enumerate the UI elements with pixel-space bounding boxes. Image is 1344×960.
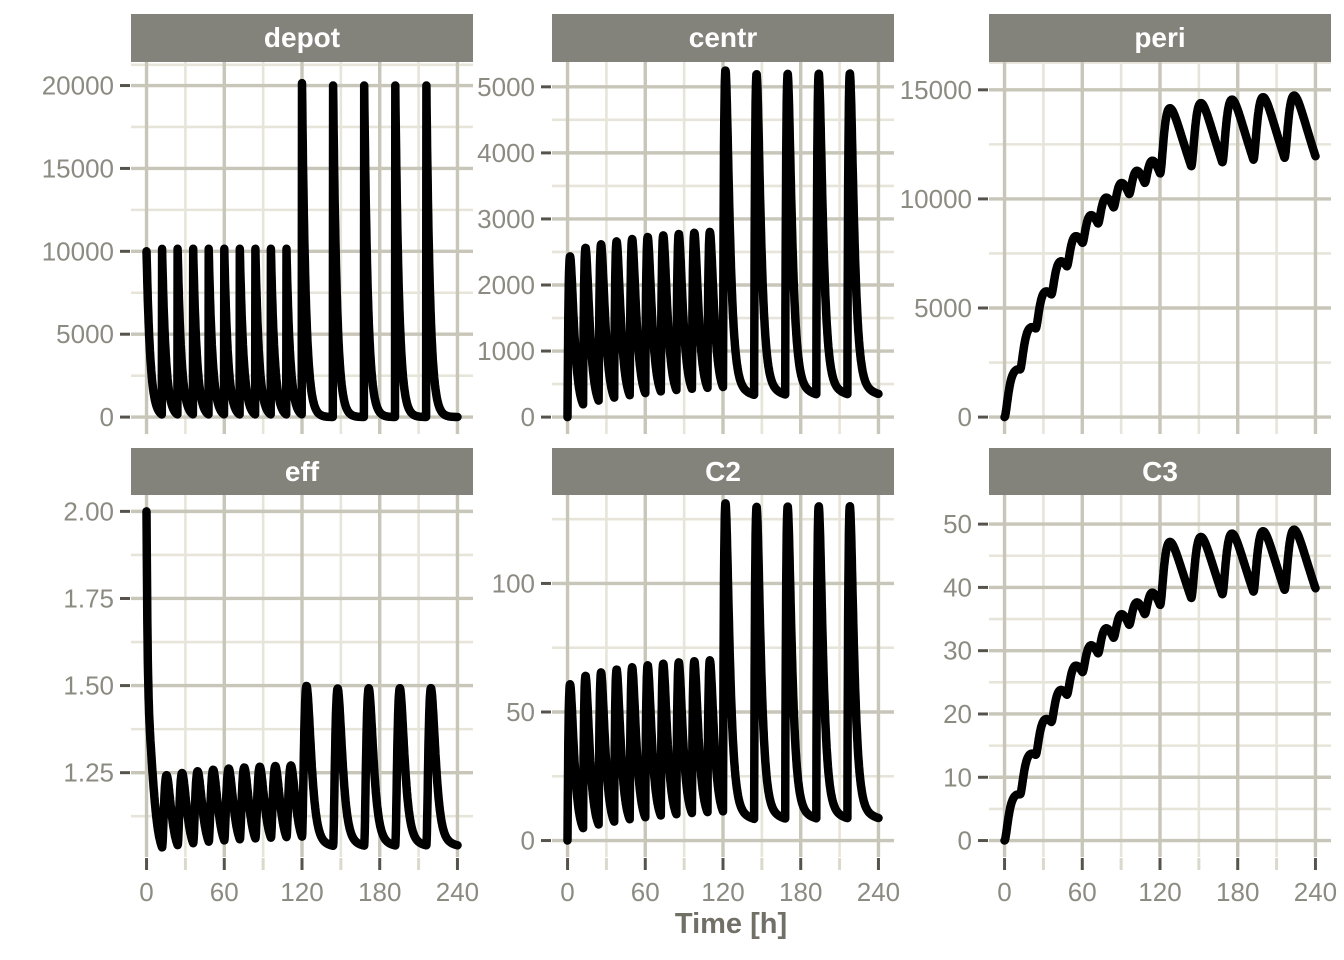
- y-tick-label: 1.75: [63, 583, 114, 613]
- x-tick-label: 240: [1294, 877, 1337, 907]
- x-axis-title: Time [h]: [674, 908, 788, 940]
- y-tick-label: 0: [100, 402, 114, 432]
- facet-strip-peri: peri: [989, 14, 1331, 62]
- panel-plot-C2: 0 50 100 0 60 120 180 240: [492, 495, 900, 907]
- x-tick-label: 0: [139, 877, 153, 907]
- y-tick-label: 20000: [42, 71, 114, 101]
- y-tick-label: 10000: [42, 236, 114, 266]
- y-tick-label: 1000: [477, 336, 535, 366]
- y-tick-label: 5000: [914, 293, 972, 323]
- series-line-eff: [142, 507, 462, 852]
- series-line-C2: [563, 499, 883, 845]
- y-tick-label: 20: [943, 699, 972, 729]
- facet-strip-C3: C3: [989, 448, 1331, 495]
- x-tick-label: 180: [1216, 877, 1259, 907]
- y-tick-label: 50: [943, 509, 972, 539]
- facet-strip-C2: C2: [552, 448, 894, 495]
- y-tick-label: 5000: [477, 72, 535, 102]
- panel-plot-depot: 0 5000 10000 15000 20000: [42, 62, 473, 434]
- facet-panel-C3: C3 0 10 20 30 40 50 0 60 120 180 240: [899, 448, 1337, 907]
- x-tick-label: 180: [779, 877, 822, 907]
- series-line-cent: [563, 66, 883, 422]
- y-tick-label: 15000: [900, 75, 972, 105]
- series-line-C3: [1000, 525, 1320, 845]
- x-tick-label: 0: [997, 877, 1011, 907]
- x-tick-label: 120: [280, 877, 323, 907]
- y-tick-label: 1.50: [63, 671, 114, 701]
- x-tick-label: 60: [210, 877, 239, 907]
- y-tick-label: 5000: [56, 319, 114, 349]
- y-tick-label: 10: [943, 762, 972, 792]
- facet-strip-depot: depot: [131, 14, 473, 62]
- y-tick-label: 1.25: [63, 758, 114, 788]
- panel-plot-eff: 1.25 1.50 1.75 2.00 0 60 120 180 240: [63, 495, 479, 907]
- facet-strip-centr: centr: [552, 14, 894, 62]
- x-tick-label: 240: [857, 877, 900, 907]
- y-tick-label: 4000: [477, 138, 535, 168]
- x-tick-label: 60: [1068, 877, 1097, 907]
- y-tick-label: 40: [943, 572, 972, 602]
- y-tick-label: 3000: [477, 204, 535, 234]
- y-tick-label: 0: [958, 826, 972, 856]
- x-tick-label: 120: [701, 877, 744, 907]
- facet-panel-centr: centr 0 1000 2000 3000 4000 5000: [462, 14, 900, 436]
- x-tick-label: 240: [436, 877, 479, 907]
- facet-strip-eff: eff: [131, 448, 473, 495]
- x-tick-label: 0: [560, 877, 574, 907]
- facet-panel-depot: depot 0 5000 10000 15000 20000: [41, 14, 479, 436]
- x-tick-label: 60: [631, 877, 660, 907]
- y-tick-label: 2.00: [63, 496, 114, 526]
- x-tick-label: 180: [358, 877, 401, 907]
- y-tick-label: 30: [943, 636, 972, 666]
- y-tick-label: 15000: [42, 153, 114, 183]
- y-tick-label: 0: [521, 826, 535, 856]
- series-line-depot: [142, 78, 462, 422]
- y-tick-label: 0: [521, 402, 535, 432]
- series-line-peri: [1000, 91, 1320, 422]
- panel-plot-C3: 0 10 20 30 40 50 0 60 120 180 240: [943, 495, 1337, 907]
- y-tick-label: 10000: [900, 184, 972, 214]
- y-tick-label: 50: [506, 697, 535, 727]
- y-tick-label: 2000: [477, 270, 535, 300]
- panel-plot-peri: 0 5000 10000 15000: [900, 62, 1331, 434]
- y-tick-label: 100: [492, 568, 535, 598]
- x-tick-label: 120: [1138, 877, 1181, 907]
- y-tick-label: 0: [958, 402, 972, 432]
- facet-panel-eff: eff 1.25 1.50 1.75 2.00 0 60 120 180 240: [41, 448, 479, 907]
- facet-panel-C2: C2 0 50 100 0 60 120 180 240: [462, 448, 900, 907]
- facet-panel-peri: peri 0 5000 10000 15000: [899, 14, 1337, 436]
- panel-plot-centr: 0 1000 2000 3000 4000 5000: [477, 62, 894, 434]
